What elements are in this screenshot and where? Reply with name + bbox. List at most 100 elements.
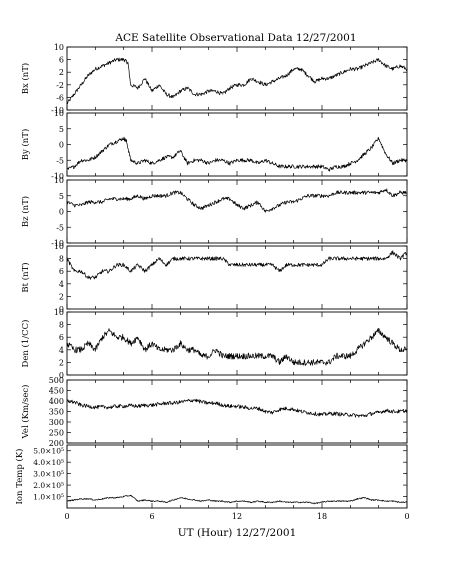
data-point xyxy=(335,192,337,194)
y-tick-label: 0 xyxy=(59,371,64,380)
data-point xyxy=(264,211,266,212)
data-point xyxy=(335,413,337,414)
data-point xyxy=(73,401,75,403)
data-point xyxy=(80,349,82,351)
data-point xyxy=(208,204,210,206)
data-point xyxy=(130,198,132,200)
y-tick-label: -10 xyxy=(51,239,64,248)
data-point xyxy=(165,195,167,197)
data-point xyxy=(406,68,408,70)
x-axis-label: UT (Hour) 12/27/2001 xyxy=(178,527,297,539)
data-point xyxy=(73,93,75,95)
data-point xyxy=(279,204,280,206)
data-point xyxy=(364,192,365,194)
data-point xyxy=(109,497,110,499)
data-point xyxy=(293,362,295,363)
data-point xyxy=(243,406,245,408)
data-point xyxy=(342,71,344,73)
data-point xyxy=(222,355,224,357)
data-point xyxy=(158,258,160,259)
data-point xyxy=(364,65,365,67)
data-point xyxy=(208,90,210,92)
data-point xyxy=(399,65,401,67)
data-point xyxy=(229,355,231,357)
data-point xyxy=(392,195,394,197)
data-point xyxy=(109,406,110,408)
data-point xyxy=(229,87,231,89)
y-tick-label: 500 xyxy=(49,376,64,385)
data-point xyxy=(66,500,68,502)
data-point xyxy=(378,412,380,413)
data-point xyxy=(406,251,408,253)
y-axis-label: Den (1/CC) xyxy=(20,320,31,368)
data-point xyxy=(264,159,266,161)
data-point xyxy=(187,87,188,89)
data-point xyxy=(250,204,252,206)
data-point xyxy=(80,84,82,86)
data-point xyxy=(123,137,125,139)
y-tick-label: 450 xyxy=(49,387,64,396)
data-point xyxy=(328,169,330,171)
data-point xyxy=(307,166,309,167)
data-point xyxy=(137,195,139,197)
data-point xyxy=(378,499,380,501)
y-tick-label: 0 xyxy=(59,141,64,150)
data-point xyxy=(80,498,82,500)
data-point xyxy=(66,103,68,105)
data-point xyxy=(208,402,210,404)
panel-frame-6 xyxy=(66,444,408,509)
y-axis-label: Vel (Km/sec) xyxy=(20,385,31,440)
data-point xyxy=(371,413,372,414)
data-point xyxy=(222,159,224,161)
panel-frame-5 xyxy=(66,379,408,444)
data-point xyxy=(406,192,408,194)
data-point xyxy=(222,404,224,406)
data-point xyxy=(94,406,96,408)
data-point xyxy=(222,93,224,95)
data-point xyxy=(335,258,337,259)
data-point xyxy=(194,159,195,161)
data-point xyxy=(236,355,238,357)
data-point xyxy=(102,406,103,408)
data-point xyxy=(109,62,110,64)
data-point xyxy=(307,195,309,197)
data-point xyxy=(123,198,125,200)
data-point xyxy=(300,198,302,200)
y-tick-label: 2.0×10⁵ xyxy=(33,481,64,490)
data-point xyxy=(392,251,394,253)
data-point xyxy=(314,81,316,83)
y-tick-label: 6 xyxy=(59,56,64,65)
data-point xyxy=(127,62,129,64)
y-tick-label: 1.0×10⁵ xyxy=(33,493,64,502)
data-point xyxy=(130,405,132,407)
data-point xyxy=(321,195,323,197)
data-point xyxy=(172,192,174,194)
data-point xyxy=(194,499,195,501)
data-point xyxy=(80,270,82,272)
data-point xyxy=(236,159,238,161)
y-tick-label: 3.0×10⁵ xyxy=(33,470,64,479)
data-point xyxy=(194,258,195,259)
data-point xyxy=(179,343,181,344)
data-point xyxy=(102,65,103,67)
data-point xyxy=(328,195,330,197)
data-point xyxy=(300,166,302,167)
data-point xyxy=(328,78,330,79)
data-point xyxy=(144,198,146,200)
data-point xyxy=(73,204,75,206)
series-line xyxy=(66,494,408,505)
data-point xyxy=(279,362,280,363)
data-point xyxy=(187,400,188,402)
data-point xyxy=(286,407,287,409)
data-point xyxy=(399,411,401,412)
data-point xyxy=(392,163,394,164)
data-point xyxy=(385,500,387,502)
data-point xyxy=(215,159,217,161)
data-point xyxy=(151,163,153,164)
data-point xyxy=(335,166,337,167)
data-point xyxy=(137,163,139,164)
data-point xyxy=(328,413,330,414)
data-point xyxy=(342,258,344,259)
data-point xyxy=(349,258,351,259)
data-point xyxy=(130,84,132,86)
